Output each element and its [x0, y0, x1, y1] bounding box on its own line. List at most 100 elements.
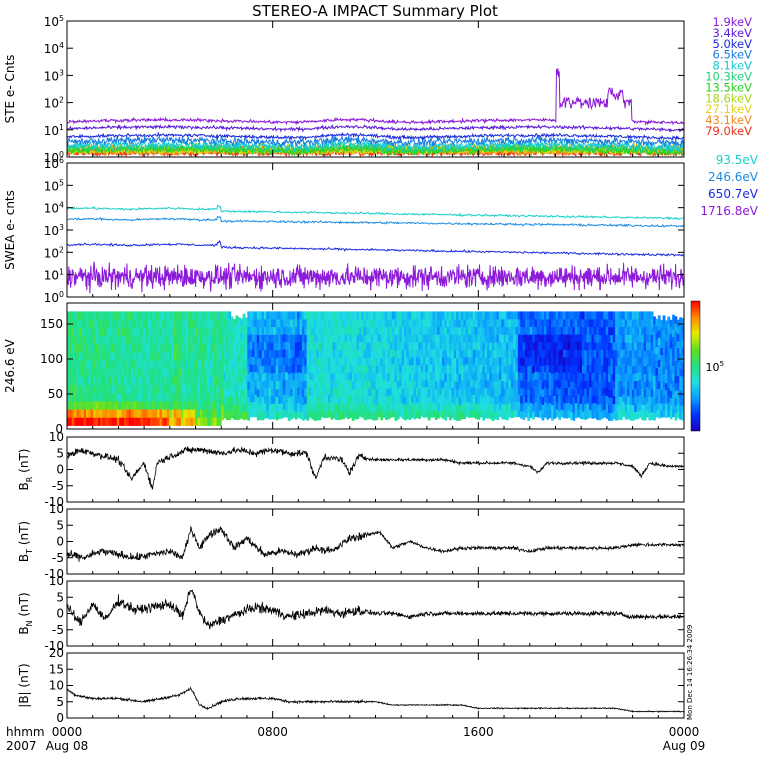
pad-heatmap-cell: [484, 387, 488, 396]
pad-heatmap-cell: [207, 384, 210, 394]
pad-heatmap-cell: [304, 396, 308, 405]
pad-heatmap-cell: [681, 332, 684, 341]
pad-heatmap-cell: [161, 376, 165, 386]
pad-heatmap-cell: [665, 320, 668, 328]
pad-heatmap-cell: [430, 409, 433, 418]
pad-heatmap-cell: [145, 360, 149, 369]
pad-heatmap-cell: [415, 326, 419, 335]
pad-heatmap-cell: [517, 379, 521, 387]
pad-heatmap-cell: [285, 364, 289, 373]
pad-heatmap-cell: [259, 396, 262, 405]
pad-heatmap-cell: [363, 357, 367, 366]
pad-heatmap-cell: [78, 311, 82, 320]
pad-heatmap-cell: [309, 318, 312, 327]
pad-heatmap-cell: [477, 411, 481, 420]
pad-heatmap-cell: [347, 342, 350, 351]
pad-heatmap-cell: [498, 333, 502, 342]
pad-heatmap-cell: [453, 404, 457, 413]
pad-heatmap-cell: [591, 341, 595, 350]
pad-heatmap-cell: [681, 325, 684, 333]
pad-heatmap-cell: [420, 378, 424, 387]
pad-heatmap-cell: [541, 311, 545, 320]
pad-heatmap-cell: [216, 409, 220, 418]
pad-heatmap-cell: [285, 341, 289, 350]
pad-heatmap-cell: [608, 373, 611, 382]
pad-heatmap-cell: [527, 389, 531, 398]
pad-heatmap-cell: [199, 384, 203, 394]
swea-legend-650.7eV: 650.7eV: [708, 187, 759, 201]
pad-heatmap-cell: [114, 409, 118, 418]
pad-heatmap-cell: [256, 396, 260, 405]
pad-heatmap-cell: [600, 341, 604, 350]
pad-heatmap-cell: [297, 394, 300, 403]
pad-heatmap-cell: [648, 412, 652, 421]
pad-heatmap-cell: [335, 373, 338, 382]
pad-heatmap-cell: [527, 350, 531, 359]
pad-heatmap-cell: [204, 327, 208, 337]
pad-heatmap-cell: [496, 326, 500, 335]
pad-heatmap-cell: [67, 409, 70, 418]
pad-heatmap-cell: [287, 334, 291, 343]
pad-heatmap-cell: [449, 381, 452, 390]
pad-heatmap-cell: [558, 411, 561, 420]
pad-heatmap-cell: [413, 403, 417, 412]
pad-heatmap-cell: [655, 339, 659, 348]
pad-heatmap-cell: [406, 380, 410, 389]
pad-heatmap-cell: [558, 349, 561, 359]
pad-heatmap-cell: [90, 327, 94, 337]
pad-heatmap-cell: [254, 401, 258, 410]
pad-heatmap-cell: [399, 393, 402, 402]
pad-heatmap-cell: [368, 311, 372, 320]
pad-heatmap-cell: [323, 394, 327, 403]
pad-heatmap-cell: [465, 348, 469, 357]
pad-heatmap-cell: [619, 311, 623, 320]
pad-heatmap-cell: [403, 342, 407, 351]
pad-heatmap-cell: [574, 319, 578, 328]
pad-heatmap-cell: [631, 342, 635, 351]
pad-heatmap-cell: [494, 319, 497, 328]
pad-heatmap-cell: [297, 364, 300, 373]
pad-heatmap-cell: [275, 388, 279, 398]
pad-heatmap-cell: [408, 311, 412, 320]
pad-heatmap-cell: [69, 311, 73, 320]
pad-heatmap-cell: [297, 409, 300, 418]
pad-heatmap-cell: [475, 342, 478, 351]
pad-heatmap-cell: [508, 364, 512, 373]
pad-heatmap-cell: [477, 319, 481, 328]
pad-heatmap-cell: [195, 311, 198, 320]
pad-heatmap-cell: [579, 364, 583, 374]
pad-heatmap-cell: [133, 368, 137, 377]
pad-heatmap-cell: [275, 404, 279, 413]
pad-heatmap-cell: [401, 364, 405, 374]
pad-heatmap-cell: [107, 344, 111, 353]
pad-heatmap-cell: [487, 402, 490, 411]
pad-heatmap-cell: [318, 357, 322, 366]
pad-heatmap-cell: [506, 319, 509, 328]
pad-heatmap-cell: [418, 349, 421, 358]
pad-heatmap-cell: [432, 349, 436, 358]
pad-heatmap-cell: [344, 311, 348, 320]
pad-heatmap-cell: [323, 334, 327, 343]
pad-heatmap-cell: [185, 417, 189, 426]
b-y-tick-label: 0: [56, 463, 64, 477]
pad-heatmap-cell: [555, 394, 559, 403]
pad-heatmap-cell: [271, 388, 274, 397]
pad-heatmap-cell: [313, 389, 317, 398]
pad-heatmap-cell: [389, 379, 393, 388]
pad-heatmap-cell: [112, 327, 115, 337]
pad-heatmap-cell: [672, 373, 675, 381]
pad-heatmap-cell: [551, 365, 554, 375]
pad-heatmap-cell: [389, 326, 393, 335]
pad-heatmap-cell: [679, 412, 683, 420]
pad-heatmap-cell: [648, 350, 652, 359]
pad-heatmap-cell: [202, 368, 206, 377]
pad-heatmap-cell: [166, 327, 170, 337]
pad-heatmap-cell: [593, 379, 597, 388]
pad-heatmap-cell: [109, 417, 113, 426]
pad-heatmap-cell: [646, 341, 649, 350]
pad-heatmap-cell: [209, 311, 213, 320]
pad-heatmap-cell: [520, 410, 524, 419]
pad-heatmap-cell: [472, 409, 476, 418]
pad-heatmap-cell: [275, 319, 279, 328]
pad-heatmap-cell: [259, 380, 262, 390]
